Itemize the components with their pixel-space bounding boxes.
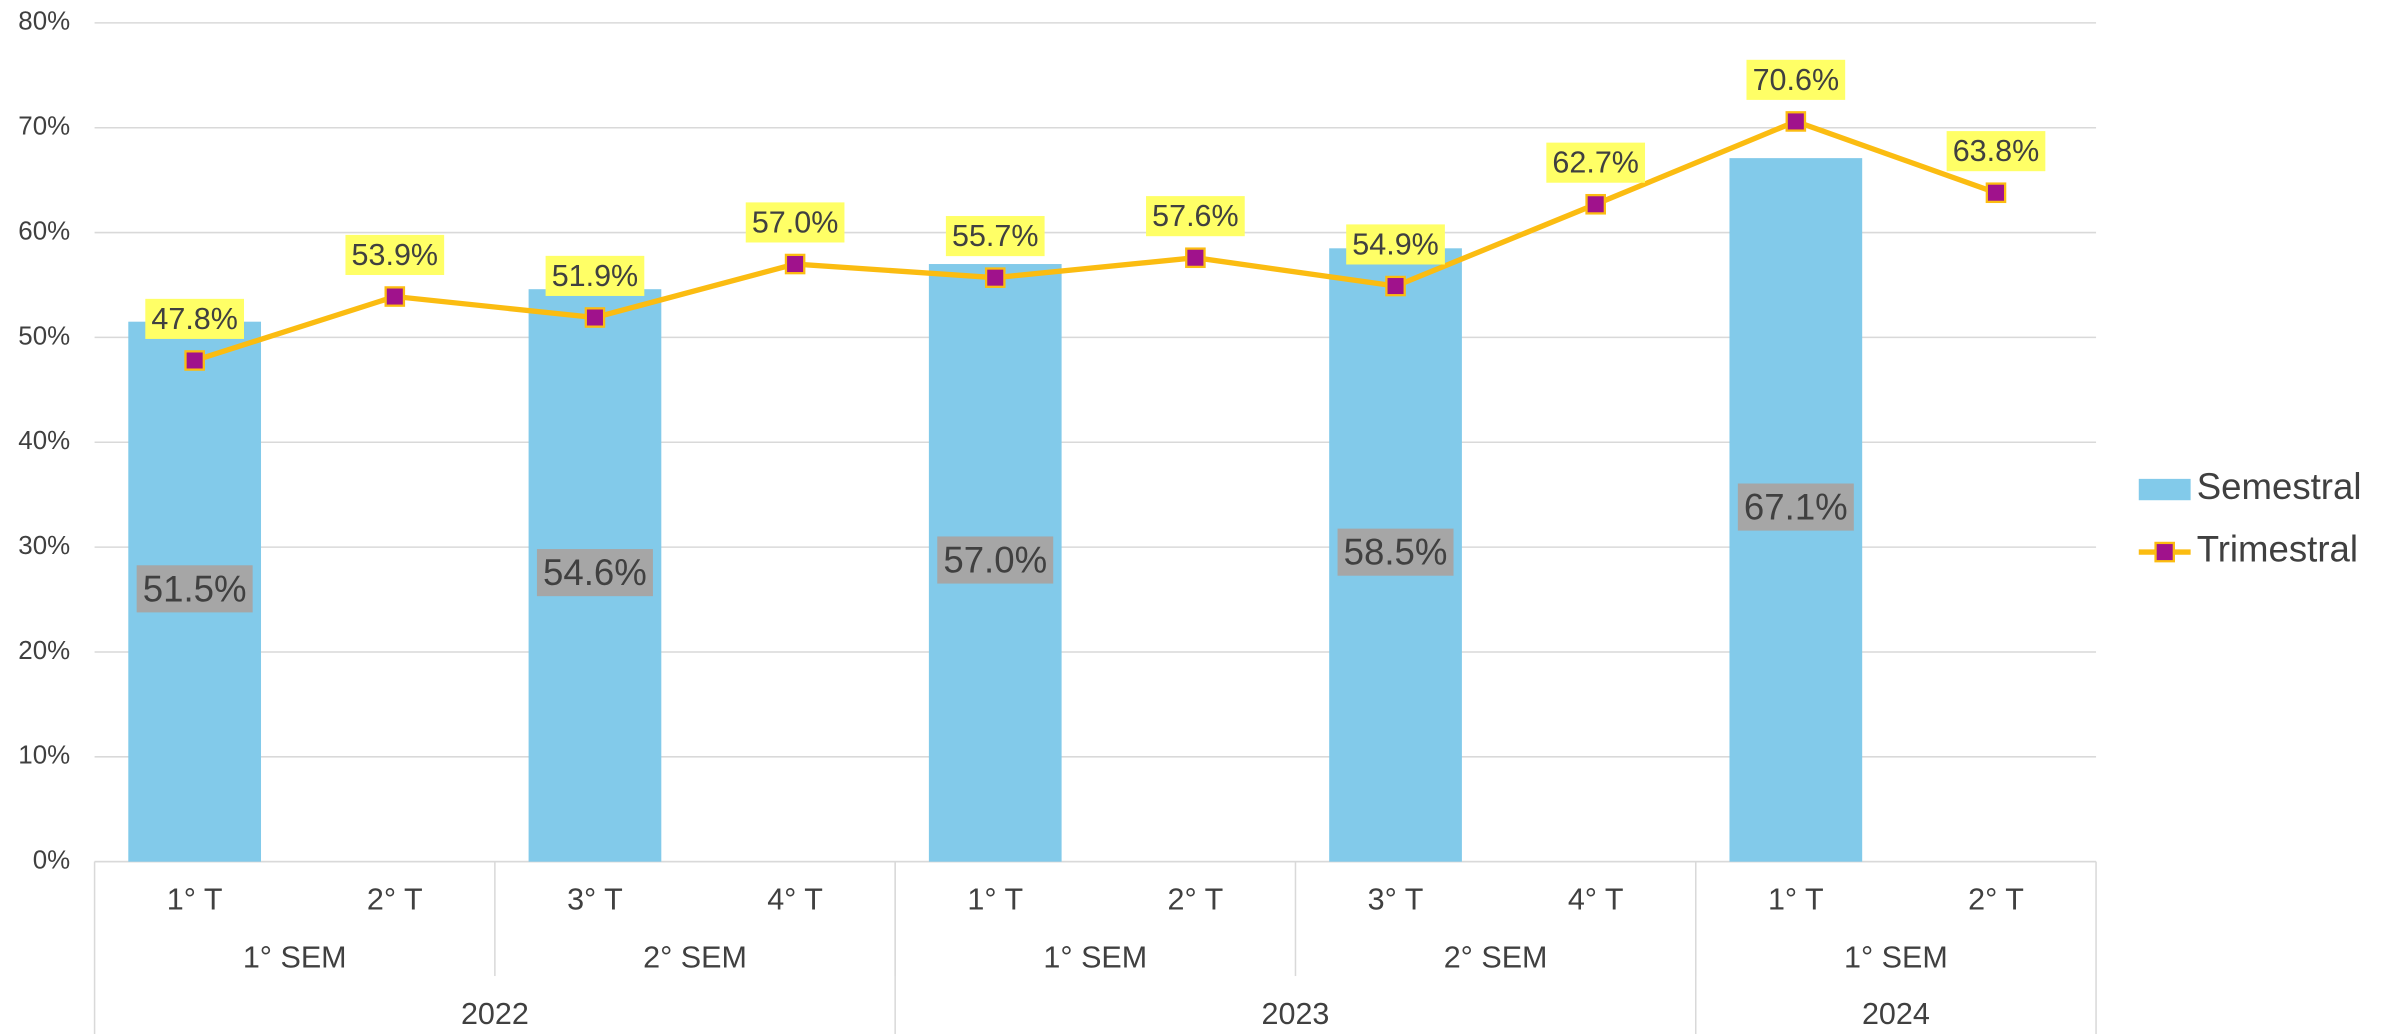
y-tick-label: 40% (18, 427, 70, 455)
line-label-text: 53.9% (352, 238, 438, 272)
bar-label-text: 57.0% (943, 540, 1047, 581)
y-tick-label: 60% (18, 217, 70, 245)
line-marker (784, 253, 806, 275)
line-marker (584, 307, 606, 328)
line-label-box (545, 255, 645, 296)
line-label: 55.7% (945, 216, 1045, 257)
line-label: 54.9% (1346, 224, 1445, 265)
legend-swatch (2138, 478, 2191, 501)
line-label: 70.6% (1746, 59, 1846, 100)
bar-label-box (937, 536, 1054, 584)
line-label: 57.0% (745, 202, 845, 243)
line-label-text: 54.9% (1352, 227, 1438, 261)
line-marker (1385, 275, 1406, 297)
line-label-text: 47.8% (151, 302, 237, 336)
bar-label: 51.5% (136, 565, 253, 613)
y-tick-label: 20% (18, 637, 70, 665)
line (193, 118, 1997, 364)
line-label: 57.6% (1146, 196, 1245, 237)
x-tick-label: 4° T (767, 882, 823, 916)
bar-label-text: 51.5% (143, 568, 247, 609)
x-tick-label: 2° T (1168, 882, 1224, 916)
year-label: 2024 (1862, 997, 1930, 1031)
line-label-text: 63.8% (1953, 134, 2039, 168)
bar-label-box (1737, 483, 1854, 531)
y-tick-label: 10% (18, 742, 70, 770)
line-label-box (345, 234, 445, 275)
line-label-box (1946, 131, 2046, 172)
y-tick-label: 30% (18, 532, 70, 560)
bar-label-box (136, 565, 253, 613)
bar-label: 58.5% (1337, 528, 1454, 576)
x-tick-label: 4° T (1568, 882, 1624, 916)
line-label: 47.8% (145, 298, 245, 339)
legend-label: Trimestral (2197, 529, 2358, 570)
line-label-box (1146, 196, 1245, 237)
legend-marker (2154, 541, 2175, 563)
bar-label: 67.1% (1737, 483, 1854, 531)
bar-label-box (536, 549, 653, 597)
line-label-text: 57.0% (752, 205, 838, 239)
line-label-box (1346, 224, 1445, 265)
bar-label: 54.6% (536, 549, 653, 597)
x-tick-label: 1° T (967, 882, 1023, 916)
y-tick-label: 80% (18, 8, 70, 36)
line-label-box (945, 216, 1045, 257)
y-tick-label: 70% (18, 113, 70, 141)
line-label: 63.8% (1946, 131, 2046, 172)
line-marker (384, 286, 406, 307)
x-tick-label: 3° T (1368, 882, 1424, 916)
y-tick-label: 0% (33, 847, 70, 875)
bar-label-box (1337, 528, 1454, 576)
line-label-text: 70.6% (1753, 63, 1839, 97)
bar-label: 57.0% (937, 536, 1054, 584)
line-label: 62.7% (1546, 142, 1646, 183)
x-tick-label: 2° T (367, 882, 423, 916)
line-marker (1985, 182, 2007, 204)
semester-label: 1° SEM (1043, 940, 1147, 974)
line-marker (1185, 247, 1206, 269)
line-label-box (745, 202, 845, 243)
year-label: 2022 (461, 997, 529, 1031)
semester-label: 1° SEM (243, 940, 347, 974)
year-label: 2023 (1262, 997, 1330, 1031)
x-tick-label: 1° T (1768, 882, 1824, 916)
semester-label: 2° SEM (1444, 940, 1548, 974)
line-label-box (1546, 142, 1646, 183)
semester-label: 2° SEM (643, 940, 747, 974)
line-marker (1785, 111, 1807, 132)
x-tick-label: 1° T (167, 882, 223, 916)
line-label-text: 57.6% (1152, 199, 1238, 233)
y-tick-label: 50% (18, 322, 70, 350)
line-label-text: 51.9% (552, 259, 638, 293)
x-tick-label: 3° T (567, 882, 623, 916)
line-label: 53.9% (345, 234, 445, 275)
line-label: 51.9% (545, 255, 645, 296)
line-label-box (1746, 59, 1846, 100)
line-marker (184, 350, 205, 371)
x-tick-label: 2° T (1968, 882, 2024, 916)
line-label-text: 62.7% (1552, 146, 1638, 180)
bar-label-text: 54.6% (543, 552, 647, 593)
line-label-box (145, 298, 245, 339)
line-marker (984, 267, 1006, 288)
semester-label: 1° SEM (1844, 940, 1948, 974)
bar-label-text: 58.5% (1344, 532, 1448, 573)
line-label-text: 55.7% (952, 219, 1038, 253)
legend-label: Semestral (2197, 466, 2362, 507)
bar-label-text: 67.1% (1744, 487, 1848, 528)
line-marker (1585, 193, 1606, 215)
